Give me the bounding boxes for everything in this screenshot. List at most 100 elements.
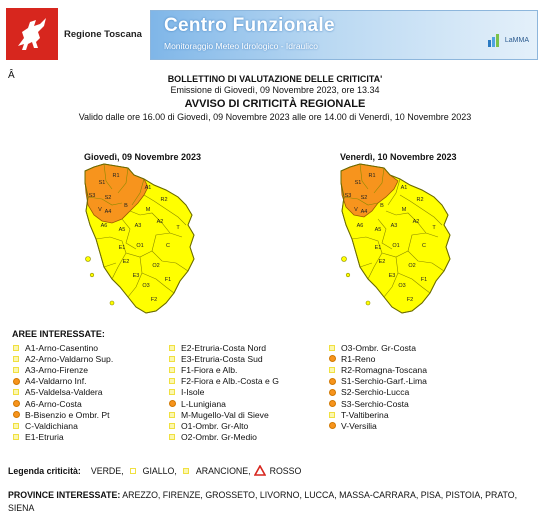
stray-character: Â	[8, 70, 15, 81]
zone-label: E3	[389, 273, 396, 279]
zone-border	[103, 262, 117, 268]
zone-label: E2	[379, 259, 386, 265]
zone-border	[127, 256, 143, 298]
area-item: E2-Etruria-Costa Nord	[166, 342, 279, 353]
zone-label: A3	[391, 223, 398, 229]
area-label: M-Mugello-Val di Sieve	[181, 409, 269, 420]
zone-border	[387, 178, 401, 206]
area-item: L-Lunigiana	[166, 398, 279, 409]
legend-arancione-triangle-icon	[253, 465, 266, 476]
area-label: A5-Valdelsa-Valdera	[25, 387, 103, 398]
area-item: O3-Ombr. Gr-Costa	[326, 342, 427, 353]
yellow-square-icon	[10, 389, 22, 396]
zone-label: F2	[407, 297, 413, 303]
pegasus-logo-icon	[6, 8, 58, 60]
area-item: T-Valtiberina	[326, 409, 427, 420]
area-label: V-Versilia	[341, 420, 377, 431]
island-shape	[341, 256, 347, 262]
area-label: A2-Arno-Valdarno Sup.	[25, 353, 114, 364]
zone-label: O1	[136, 243, 143, 249]
area-item: A5-Valdelsa-Valdera	[10, 387, 113, 398]
zone-label: E2	[123, 259, 130, 265]
zone-border	[103, 163, 113, 190]
area-label: E2-Etruria-Costa Nord	[181, 342, 267, 353]
region-outline	[340, 163, 451, 314]
area-label: A1-Arno-Casentino	[25, 342, 99, 353]
zone-border	[399, 194, 443, 226]
zone-label: A5	[375, 227, 382, 233]
map-title-thursday: Giovedì, 09 Novembre 2023	[84, 152, 202, 162]
area-label: F2-Fiora e Alb.-Costa e G	[181, 376, 279, 387]
criticality-legend: Legenda criticità: VERDE, GIALLO, ARANCI…	[8, 465, 305, 476]
zone-label: O1	[392, 243, 399, 249]
orange-circle-icon	[326, 355, 338, 363]
map-title-friday: Venerdì, 10 Novembre 2023	[340, 152, 457, 162]
zone-label: A2	[413, 219, 420, 225]
banner-subtitle: Monitoraggio Meteo Idrologico - Idraulic…	[164, 41, 319, 51]
zone-border	[381, 250, 445, 272]
area-label: R2-Romagna-Toscana	[341, 364, 427, 375]
zone-border	[397, 272, 431, 294]
yellow-square-icon	[10, 344, 22, 351]
zone-label: A1	[401, 185, 408, 191]
area-item: I-Isole	[166, 387, 279, 398]
area-item: S3-Serchio-Costa	[326, 398, 427, 409]
yellow-square-icon	[10, 434, 22, 441]
legend-label: Legenda criticità:	[8, 465, 81, 476]
area-item: A1-Arno-Casentino	[10, 342, 113, 353]
orange-circle-icon	[10, 377, 22, 385]
zone-label: S1	[99, 180, 106, 186]
zone-border	[131, 178, 145, 206]
area-item: F2-Fiora e Alb.-Costa e G	[166, 376, 279, 387]
zone-label: O2	[152, 263, 159, 269]
area-label: A4-Valdarno Inf.	[25, 376, 87, 387]
zone-label: A6	[357, 223, 364, 229]
yellow-square-icon	[326, 344, 338, 351]
emission-line: Emissione di Giovedì, 09 Novembre 2023, …	[170, 85, 380, 95]
area-label: B-Bisenzio e Ombr. Pt	[25, 409, 110, 420]
zone-label: C	[166, 243, 170, 249]
alert-map-friday: R1 S1 S3 S2V A4 B A1 M A2 A3 A5 E1 O1 E2 E3 C O2 O3 R2 A6 T F…	[340, 163, 451, 314]
lamma-label: LaMMA	[504, 36, 529, 44]
yellow-square-icon	[166, 434, 178, 441]
lamma-icon	[487, 34, 499, 47]
validity-line: Valido dalle ore 16.00 di Giovedì, 09 No…	[78, 112, 472, 122]
provinces-list: AREZZO, FIRENZE, GROSSETO, LIVORNO, LUCC…	[8, 490, 518, 513]
area-label: S1-Serchio-Garf.-Lima	[341, 376, 427, 387]
centro-funzionale-banner: Centro Funzionale Monitoraggio Meteo Idr…	[150, 10, 538, 60]
area-item: A3-Arno-Firenze	[10, 364, 113, 375]
zone-label: A4	[361, 209, 368, 215]
zone-border	[385, 210, 439, 238]
zone-border	[95, 236, 127, 280]
zone-label: O3	[398, 283, 405, 289]
zone-border	[351, 236, 383, 280]
zone-border	[343, 196, 379, 206]
island-shape	[85, 256, 91, 262]
yellow-square-icon	[10, 355, 22, 362]
orange-circle-icon	[326, 400, 338, 408]
area-label: L-Lunigiana	[181, 398, 226, 409]
area-item: O2-Ombr. Gr-Medio	[166, 432, 279, 443]
zone-label: V	[98, 207, 102, 213]
zone-label: T	[432, 225, 436, 231]
legend-arancione: ARANCIONE,	[196, 465, 266, 476]
zone-border	[117, 167, 129, 194]
yellow-square-icon	[166, 378, 178, 385]
area-label: O1-Ombr. Gr-Alto	[181, 420, 249, 431]
zone-label: F1	[165, 277, 171, 283]
island-shape	[365, 300, 371, 306]
orange-circle-icon	[10, 411, 22, 419]
zone-label: F2	[151, 297, 157, 303]
area-label: T-Valtiberina	[341, 409, 389, 420]
legend-rosso-label: ROSSO	[269, 465, 302, 476]
zone-border	[373, 167, 385, 194]
zone-label: S3	[345, 193, 352, 199]
zone-label: R2	[416, 197, 423, 203]
zone-border	[377, 218, 393, 250]
zone-label: A2	[157, 219, 164, 225]
orange-circle-icon	[326, 422, 338, 430]
zone-label: F1	[421, 277, 427, 283]
area-item: R1-Reno	[326, 353, 427, 364]
zone-border	[125, 250, 189, 272]
area-label: E1-Etruria	[25, 432, 64, 443]
